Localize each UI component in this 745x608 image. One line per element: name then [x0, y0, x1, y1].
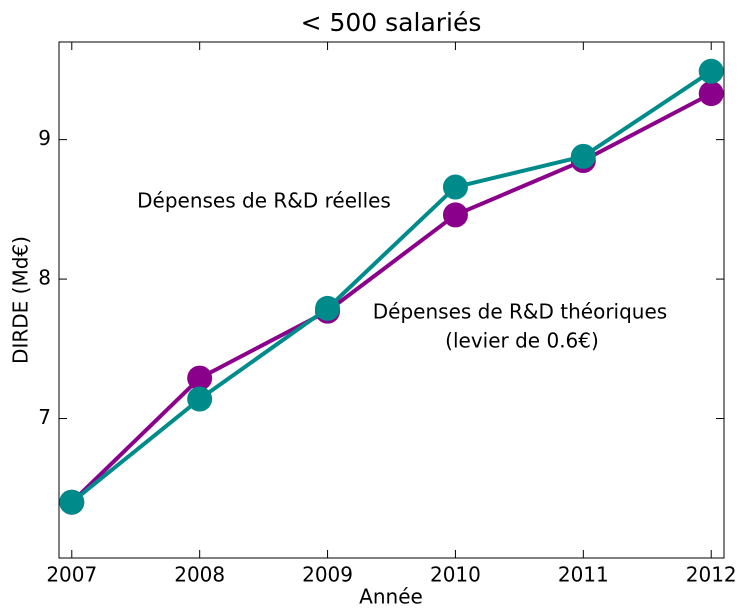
x-tick-label: 2007: [46, 563, 97, 587]
y-axis-label: DIRDE (Md€): [9, 236, 33, 364]
x-tick-label: 2009: [302, 563, 353, 587]
x-axis-label: Année: [359, 585, 423, 608]
x-tick-label: 2011: [558, 563, 609, 587]
plot-frame: [58, 41, 725, 559]
series-label: Dépenses de R&D réelles: [137, 189, 391, 213]
annotation: (levier de 0.6€): [445, 329, 599, 353]
y-tick-label: 7: [38, 405, 51, 429]
marker: [59, 489, 85, 515]
marker: [698, 58, 724, 84]
marker: [698, 81, 724, 107]
marker: [187, 386, 213, 412]
series-label: Dépenses de R&D théoriques: [373, 300, 667, 324]
marker: [187, 365, 213, 391]
x-tick-label: 2012: [686, 563, 737, 587]
marker: [442, 202, 468, 228]
series-line: [70, 69, 713, 504]
marker: [570, 143, 596, 169]
marker: [315, 295, 341, 321]
x-tick-label: 2008: [174, 563, 225, 587]
chart-title: < 500 salariés: [301, 8, 482, 37]
x-tick-label: 2010: [430, 563, 481, 587]
marker: [442, 174, 468, 200]
y-tick-label: 9: [38, 126, 51, 150]
series-line: [70, 91, 713, 504]
y-tick-label: 8: [38, 266, 51, 290]
